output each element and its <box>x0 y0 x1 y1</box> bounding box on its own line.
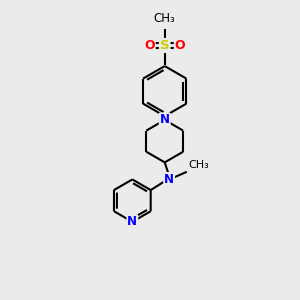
Text: O: O <box>144 39 155 52</box>
Text: CH₃: CH₃ <box>189 160 210 170</box>
Text: CH₃: CH₃ <box>154 12 176 25</box>
Text: N: N <box>127 215 137 228</box>
Text: N: N <box>160 113 170 127</box>
Text: S: S <box>160 39 169 52</box>
Text: O: O <box>175 39 185 52</box>
Text: N: N <box>164 173 174 186</box>
